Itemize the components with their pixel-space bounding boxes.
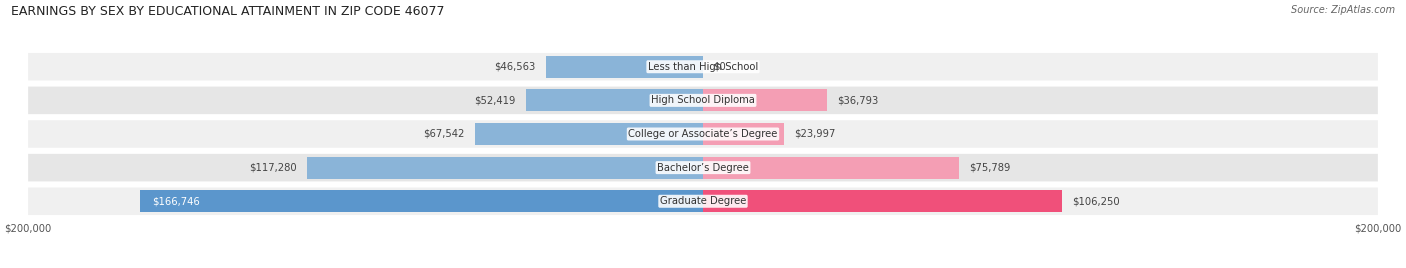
Text: Less than High School: Less than High School xyxy=(648,62,758,72)
Bar xyxy=(703,123,785,145)
Text: $75,789: $75,789 xyxy=(969,163,1011,173)
Bar xyxy=(703,190,1062,212)
Text: $36,793: $36,793 xyxy=(838,95,879,105)
FancyBboxPatch shape xyxy=(28,87,1378,114)
Bar xyxy=(475,123,703,145)
Bar xyxy=(703,157,959,178)
Bar xyxy=(526,90,703,111)
Text: $0: $0 xyxy=(713,62,725,72)
Text: $166,746: $166,746 xyxy=(152,196,200,206)
Bar xyxy=(141,190,703,212)
Bar xyxy=(546,56,703,78)
FancyBboxPatch shape xyxy=(28,154,1378,181)
FancyBboxPatch shape xyxy=(28,188,1378,215)
Text: $52,419: $52,419 xyxy=(475,95,516,105)
Text: Graduate Degree: Graduate Degree xyxy=(659,196,747,206)
Text: EARNINGS BY SEX BY EDUCATIONAL ATTAINMENT IN ZIP CODE 46077: EARNINGS BY SEX BY EDUCATIONAL ATTAINMEN… xyxy=(11,5,444,18)
Bar xyxy=(703,90,827,111)
Text: High School Diploma: High School Diploma xyxy=(651,95,755,105)
Bar xyxy=(308,157,703,178)
Text: $46,563: $46,563 xyxy=(495,62,536,72)
Text: Source: ZipAtlas.com: Source: ZipAtlas.com xyxy=(1291,5,1395,15)
Text: $117,280: $117,280 xyxy=(249,163,297,173)
Text: College or Associate’s Degree: College or Associate’s Degree xyxy=(628,129,778,139)
Text: $23,997: $23,997 xyxy=(794,129,835,139)
Text: Bachelor’s Degree: Bachelor’s Degree xyxy=(657,163,749,173)
FancyBboxPatch shape xyxy=(28,53,1378,80)
FancyBboxPatch shape xyxy=(28,120,1378,148)
Text: $67,542: $67,542 xyxy=(423,129,465,139)
Text: $106,250: $106,250 xyxy=(1071,196,1119,206)
